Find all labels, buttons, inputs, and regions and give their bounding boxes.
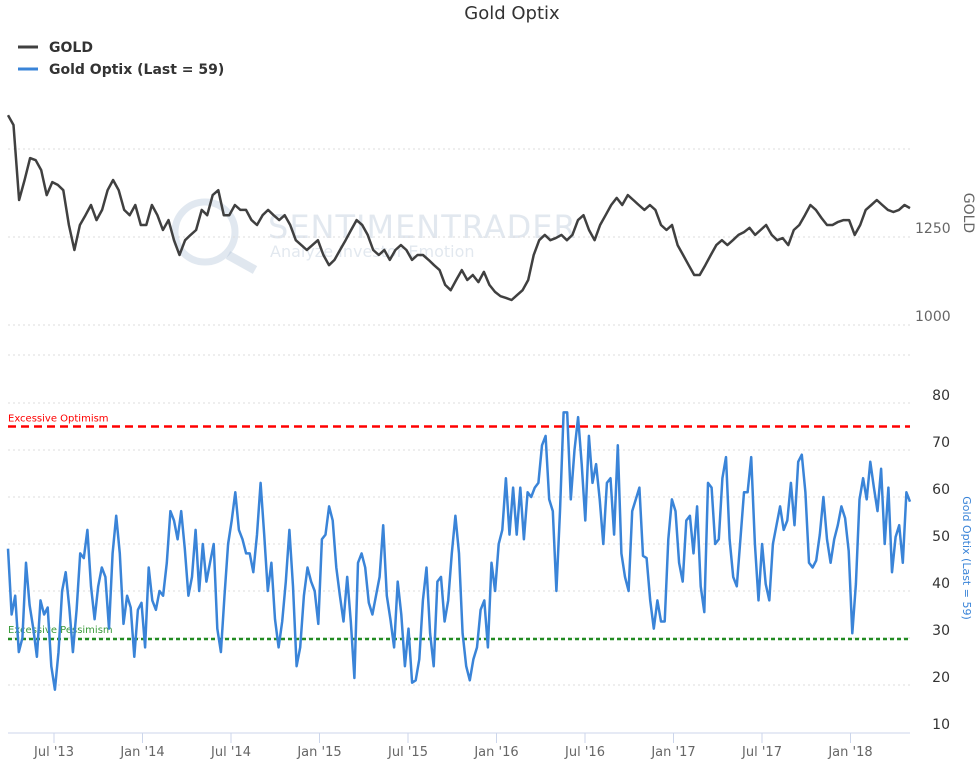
x-tick-label: Jul '17 bbox=[741, 745, 782, 760]
optix-tick-label: 10 bbox=[932, 717, 950, 733]
optix-tick-label: 30 bbox=[932, 623, 950, 639]
series-optix-line bbox=[6, 411, 912, 691]
legend: GOLD Gold Optix (Last = 59) bbox=[18, 40, 224, 78]
optix-tick-label: 50 bbox=[932, 529, 950, 545]
optimism-label: Excessive Optimism bbox=[8, 414, 109, 425]
x-tick-label: Jan '16 bbox=[473, 745, 518, 760]
legend-label-optix: Gold Optix (Last = 59) bbox=[49, 62, 224, 78]
x-tick-label: Jul '16 bbox=[564, 745, 605, 760]
optix-tick-label: 20 bbox=[932, 670, 950, 686]
x-tick-label: Jul '14 bbox=[210, 745, 251, 760]
gold-tick-label: 1250 bbox=[915, 221, 951, 237]
optix-tick-label: 60 bbox=[932, 482, 950, 498]
gold-tick-label: 1000 bbox=[915, 309, 951, 325]
gold-axis-title: GOLD bbox=[960, 193, 976, 233]
x-tick-label: Jan '14 bbox=[119, 745, 164, 760]
chart-title: Gold Optix bbox=[464, 3, 560, 24]
optix-tick-label: 70 bbox=[932, 435, 950, 451]
optix-tick-label: 80 bbox=[932, 388, 950, 404]
watermark-brand: SENTIMENTRADER bbox=[268, 208, 577, 246]
watermark-magnifier-icon bbox=[171, 198, 239, 266]
x-axis: Jul '13 Jan '14 Jul '14 Jan '15 Jul '15 Jan '… bbox=[8, 732, 910, 760]
x-tick-label: Jan '17 bbox=[650, 745, 695, 760]
optix-axis-title: Gold Optix (Last = 59) bbox=[960, 496, 973, 620]
x-tick-label: Jan '18 bbox=[827, 745, 872, 760]
optix-tick-label: 40 bbox=[932, 576, 950, 592]
x-tick-label: Jan '15 bbox=[296, 745, 341, 760]
legend-item-optix[interactable]: Gold Optix (Last = 59) bbox=[18, 62, 224, 78]
legend-item-gold[interactable]: GOLD bbox=[18, 40, 93, 56]
x-tick-label: Jul '13 bbox=[33, 745, 74, 760]
watermark-handle bbox=[225, 251, 258, 274]
threshold-optimism: Excessive Optimism bbox=[8, 414, 910, 428]
watermark: SENTIMENTRADER Analyze Investor Emotion bbox=[171, 198, 577, 274]
y-axes: 1250 1000 80 70 60 50 40 30 20 10 bbox=[915, 221, 951, 733]
series-gold-line bbox=[6, 114, 911, 302]
legend-label-gold: GOLD bbox=[49, 40, 93, 56]
x-tick-label: Jul '15 bbox=[387, 745, 428, 760]
